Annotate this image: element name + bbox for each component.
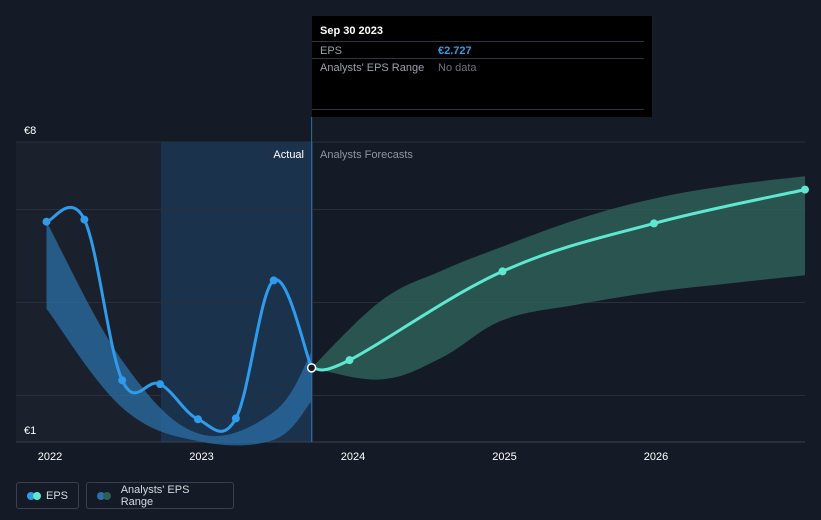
x-tick-label: 2023 xyxy=(189,451,213,463)
y-tick-top: €8 xyxy=(24,125,36,137)
eps-point xyxy=(193,415,202,424)
forecast-point xyxy=(650,219,658,228)
x-tick-label: 2025 xyxy=(492,451,516,463)
x-tick-label: 2024 xyxy=(341,451,365,463)
tooltip-range-label: Analysts' EPS Range xyxy=(320,62,425,74)
legend-range-label: Analysts' EPS Range xyxy=(120,483,190,508)
actual-label: Actual xyxy=(273,149,304,161)
eps-point xyxy=(156,380,165,389)
tooltip-row-eps: EPS €2.727 xyxy=(312,41,644,59)
axis-labels: €8 €1 Actual Analysts Forecasts xyxy=(24,125,413,437)
x-axis-ticks: 2022 2023 2024 2025 2026 xyxy=(38,451,668,463)
forecast-point xyxy=(801,185,809,194)
legend-range-button[interactable]: Analysts' EPS Range xyxy=(86,482,234,509)
tooltip-divider xyxy=(312,109,644,127)
tooltip-range-value: No data xyxy=(438,62,477,74)
forecast-point xyxy=(345,356,354,365)
eps-point xyxy=(80,215,89,224)
tooltip: Sep 30 2023 EPS €2.727 Analysts' EPS Ran… xyxy=(312,16,652,117)
forecast-range-band xyxy=(311,176,805,380)
tooltip-eps-value: €2.727 xyxy=(438,45,472,57)
y-tick-bottom: €1 xyxy=(24,425,36,437)
forecast-label: Analysts Forecasts xyxy=(320,149,413,161)
past-range-band xyxy=(46,221,312,446)
x-tick-label: 2026 xyxy=(644,451,668,463)
eps-point xyxy=(118,376,127,385)
eps-point xyxy=(231,414,240,423)
eps-point xyxy=(269,276,278,285)
legend-eps-button[interactable]: EPS xyxy=(16,482,79,509)
tooltip-row-range: Analysts' EPS Range No data xyxy=(312,58,644,76)
tooltip-eps-label: EPS xyxy=(320,45,343,57)
legend-range-swatch xyxy=(97,491,113,501)
eps-point xyxy=(42,217,51,226)
tooltip-date: Sep 30 2023 xyxy=(320,25,383,37)
legend-eps-label: EPS xyxy=(45,489,68,502)
eps-point-highlight xyxy=(306,363,317,373)
forecast-point xyxy=(498,267,507,276)
legend-eps-swatch xyxy=(27,491,41,501)
x-tick-label: 2022 xyxy=(38,451,62,463)
data-points xyxy=(42,185,809,424)
